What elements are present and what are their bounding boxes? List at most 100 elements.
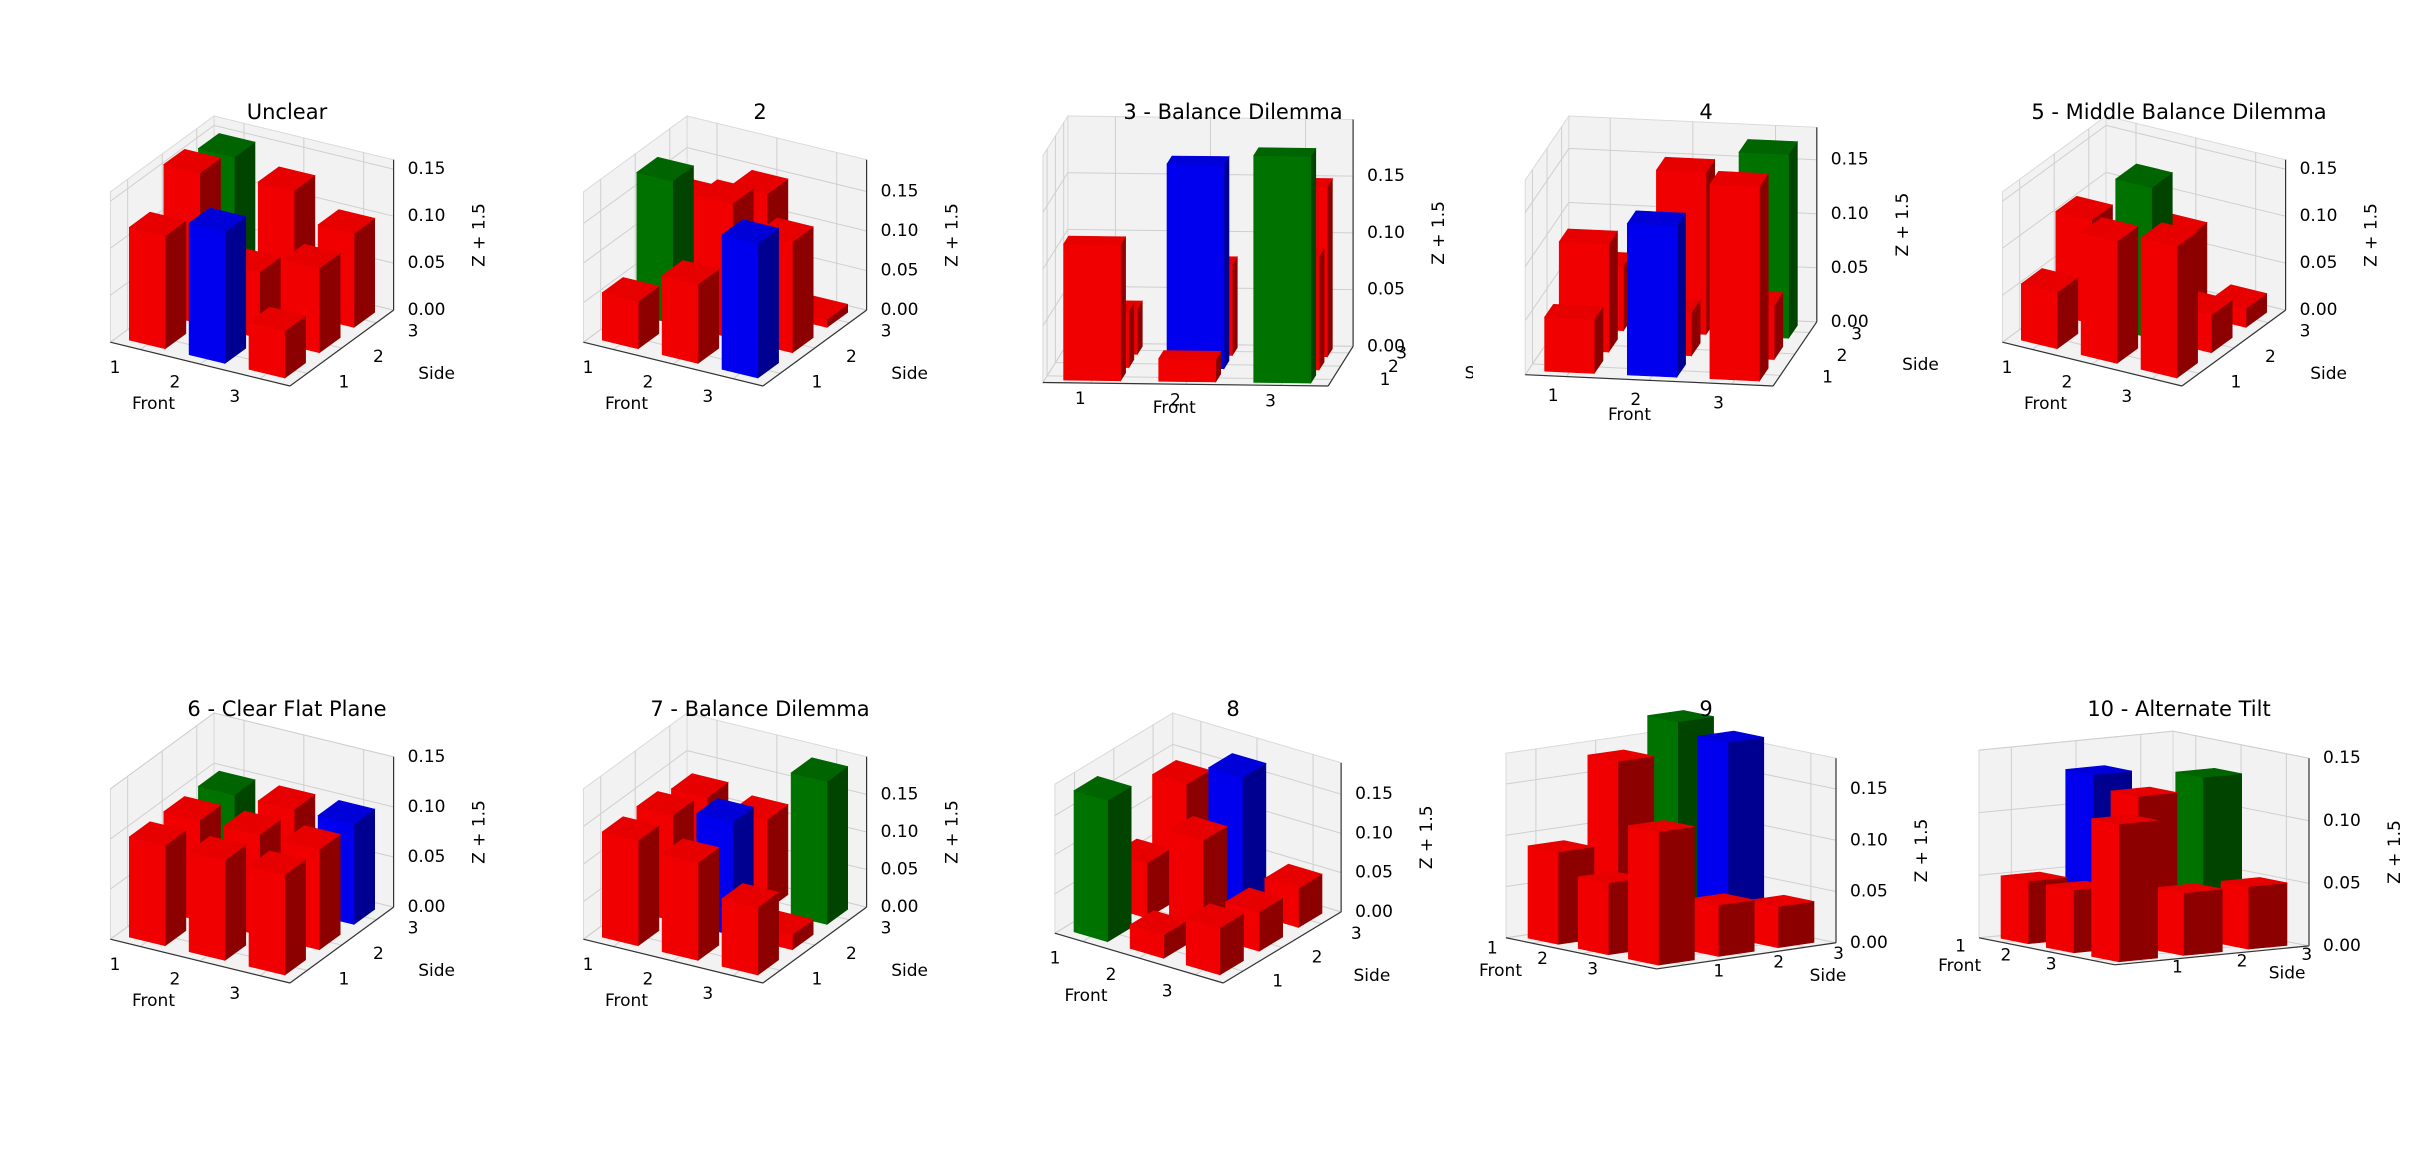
gridline <box>110 762 215 840</box>
front-tick-label: 3 <box>2121 387 2132 407</box>
bar-face-y <box>1253 155 1312 384</box>
front-tick-label: 1 <box>2002 358 2013 378</box>
bar-face-y <box>188 851 226 961</box>
subplot-title: Unclear <box>246 100 328 124</box>
gridline <box>2172 730 2310 759</box>
z-tick-label: 0.15 <box>881 784 919 804</box>
z-tick-label: 0.10 <box>408 206 446 226</box>
front-tick-label: 2 <box>642 373 653 393</box>
front-axis-title: Front <box>1479 961 1522 981</box>
bar-face-x <box>1310 147 1317 385</box>
bar-face-top <box>1709 170 1769 187</box>
bars <box>601 156 849 379</box>
bar-f2-s1-red <box>1158 350 1222 384</box>
front-axis-line <box>110 341 291 387</box>
z-tick-label: 0.15 <box>881 182 919 202</box>
z-axis-title: Z + 1.5 <box>943 800 963 864</box>
z-tick-label: 0.05 <box>1850 882 1888 902</box>
bar-face-y <box>661 853 699 961</box>
z-axis-title: Z + 1.5 <box>2362 203 2382 267</box>
side-tick-label: 3 <box>881 322 892 342</box>
front-tick-label: 3 <box>1587 959 1598 979</box>
bar-face-y <box>2091 818 2120 963</box>
bar-face-top <box>790 757 849 782</box>
bar-face-top <box>696 798 754 823</box>
bar-face-y <box>721 898 759 976</box>
front-axis-title: Front <box>1153 398 1196 418</box>
front-tick-label: 3 <box>702 984 713 1004</box>
front-axis-title: Front <box>1608 405 1651 425</box>
bar-face-x <box>1137 299 1143 356</box>
bar-face-top <box>188 207 247 233</box>
bar-face-y <box>602 292 639 350</box>
bar-face-top <box>282 243 341 269</box>
z-tick-label: 0.10 <box>881 221 919 241</box>
gridline <box>1524 148 1570 213</box>
side-tick-label: 2 <box>846 347 857 367</box>
z-tick-label: 0.00 <box>2300 300 2338 320</box>
z-axis-title: Z + 1.5 <box>1429 201 1449 265</box>
subplot-title: 10 - Alternate Tilt <box>2087 697 2271 721</box>
bar-face-top <box>1158 350 1222 360</box>
bars <box>1544 139 1798 382</box>
bar-f3-s1-red <box>248 850 307 976</box>
side-axis-line <box>2114 945 2310 966</box>
gridline <box>2002 124 2107 202</box>
subplot-title: 4 <box>1699 100 1713 124</box>
bar-face-top <box>197 770 256 796</box>
side-tick-label: 3 <box>2301 945 2312 965</box>
gridline <box>1042 229 1069 270</box>
bar-face-x <box>164 829 187 947</box>
bar-f1-s1-red <box>1063 235 1127 382</box>
bar-face-x <box>1318 247 1325 371</box>
bar-face-top <box>1697 730 1764 743</box>
z-tick-label: 0.10 <box>2300 206 2338 226</box>
z-tick-label: 0.15 <box>1850 779 1888 799</box>
bar-face-y <box>790 772 828 925</box>
bar-f2-s1-red <box>661 838 720 961</box>
gridline <box>110 124 215 202</box>
side-tick-label: 1 <box>338 969 349 989</box>
bar-f2-s1-red <box>188 835 247 961</box>
front-axis-line <box>583 341 764 387</box>
side-tick-label: 1 <box>2230 372 2241 392</box>
bar-face-top <box>1527 840 1595 853</box>
bar-f1-s1-red <box>601 277 660 350</box>
bar-face-y <box>1158 358 1216 383</box>
bar-f3-s3-red <box>2220 877 2288 950</box>
subplot-4: 1 2 3 1 2 3 0.00 0.05 0.10 0.15 Front Side Z + 1.5 4 <box>1466 46 1946 516</box>
bar-face-top <box>248 850 307 876</box>
front-tick-label: 2 <box>1170 390 1181 410</box>
bar-face-top <box>128 211 187 237</box>
axis-lines <box>1978 758 2310 966</box>
side-tick-label: 3 <box>408 322 419 342</box>
z-tick-label: 0.10 <box>1355 823 1393 843</box>
bar-f3-s1-red <box>1185 903 1245 976</box>
side-tick-label: 3 <box>408 919 419 939</box>
axis-lines <box>110 756 395 984</box>
side-tick-label: 2 <box>1312 948 1323 968</box>
bar-face-y <box>2156 887 2184 956</box>
axis-lines <box>1505 758 1837 970</box>
gridline <box>2002 171 2107 249</box>
gridline <box>213 712 394 758</box>
bar-f3-s2-red <box>755 217 814 354</box>
bar-face-x <box>2183 888 2223 956</box>
bar-face-x <box>1128 301 1135 369</box>
bars <box>1063 147 1333 385</box>
bar-face-x <box>2116 225 2139 364</box>
gridline <box>213 762 394 808</box>
bar-face-top <box>1647 710 1714 723</box>
bar-face-x <box>792 226 814 354</box>
bar-face-top <box>1747 894 1815 908</box>
bar-face-top <box>163 796 222 821</box>
bar-f3-s2-red <box>2156 883 2223 956</box>
bar-face-top <box>1207 753 1267 778</box>
bar-face-y <box>2140 237 2178 379</box>
z-tick-label: 0.00 <box>408 897 446 917</box>
bar-f3-s3-red <box>1747 894 1815 949</box>
bar-face-top <box>601 816 660 841</box>
bar-face-y <box>721 234 759 379</box>
